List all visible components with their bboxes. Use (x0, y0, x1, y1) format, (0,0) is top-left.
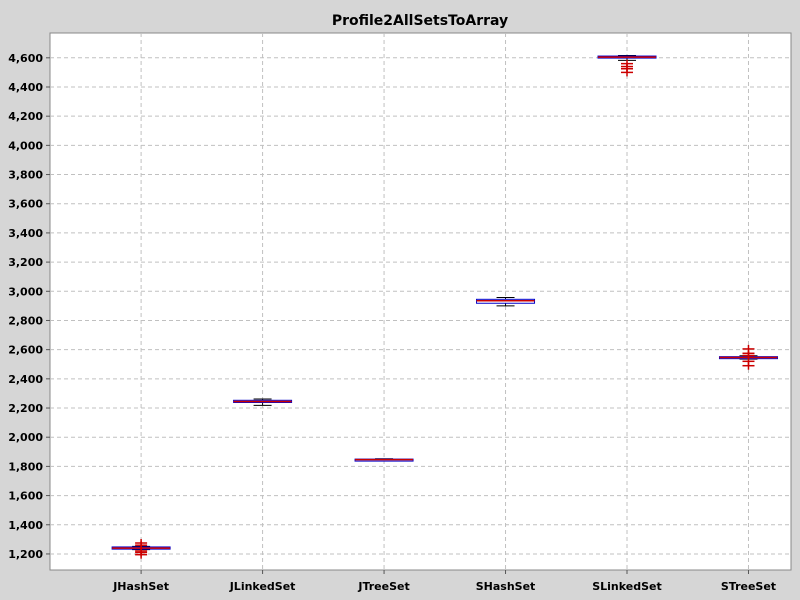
chart-title: Profile2AllSetsToArray (331, 13, 509, 29)
x-tick-label: JLinkedSet (229, 580, 296, 593)
box-streeset (718, 344, 778, 370)
y-tick-label: 2,200 (8, 402, 43, 415)
y-tick-label: 2,600 (8, 344, 43, 357)
y-tick-label: 4,600 (8, 52, 43, 65)
y-tick-label: 3,000 (8, 285, 43, 298)
x-tick-label: SHashSet (476, 580, 536, 593)
y-tick-label: 1,800 (8, 460, 43, 473)
box-shashset (476, 297, 536, 307)
box-jlinkedset (233, 398, 293, 406)
y-tick-label: 1,600 (8, 490, 43, 503)
grid-layer (50, 33, 791, 570)
y-tick-label: 2,000 (8, 431, 43, 444)
y-tick-label: 4,000 (8, 139, 43, 152)
box-slinkedset (597, 54, 657, 77)
y-tick-label: 3,200 (8, 256, 43, 269)
y-tick-label: 2,800 (8, 314, 43, 327)
y-tick-label: 3,800 (8, 169, 43, 182)
box-layer (111, 54, 778, 559)
box-jtreeset (354, 458, 414, 462)
y-tick-label: 4,200 (8, 110, 43, 123)
x-tick-label: SLinkedSet (592, 580, 662, 593)
x-tick-label: JHashSet (112, 580, 169, 593)
plot-area (49, 32, 792, 571)
y-tick-label: 4,400 (8, 81, 43, 94)
x-tick-label: STreeSet (721, 580, 776, 593)
y-tick-label: 1,400 (8, 519, 43, 532)
y-tick-label: 1,200 (8, 548, 43, 561)
y-tick-label: 2,400 (8, 373, 43, 386)
box-jhashset (111, 539, 171, 559)
axis-layer: 1,200 1,400 1,600 1,800 2,000 2,200 2,400 2,600… (8, 52, 776, 593)
x-tick-label: JTreeSet (357, 580, 409, 593)
y-tick-label: 3,600 (8, 198, 43, 211)
y-tick-label: 3,400 (8, 227, 43, 240)
